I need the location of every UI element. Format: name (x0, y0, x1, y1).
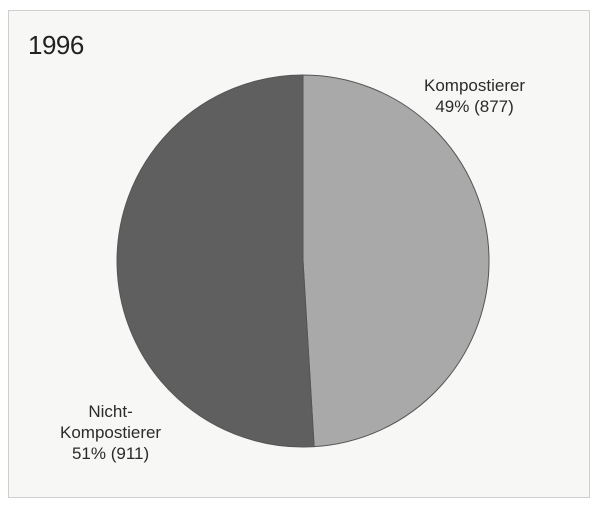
pie-slice-nicht-kompostierer (116, 74, 315, 448)
slice-label-line: 51% (911) (71, 444, 150, 463)
slice-label-line: Kompostierer (424, 76, 526, 95)
chart-title: 1996 (28, 30, 84, 60)
slice-label-line: 49% (877) (435, 97, 514, 116)
slice-label-line: Kompostierer (60, 423, 162, 442)
slice-label-line: Nicht- (88, 402, 133, 421)
pie-slice-kompostierer (302, 74, 490, 448)
slice-label-nicht-kompostierer: Nicht- Kompostierer 51% (911) (60, 401, 161, 464)
slice-label-kompostierer: Kompostierer 49% (877) (424, 75, 525, 117)
